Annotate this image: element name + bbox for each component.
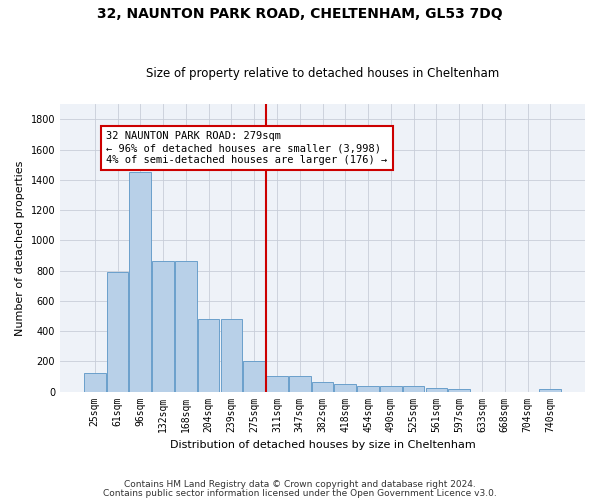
Text: Contains HM Land Registry data © Crown copyright and database right 2024.: Contains HM Land Registry data © Crown c… [124,480,476,489]
Bar [380,386,401,392]
Bar [244,362,265,392]
Bar [130,172,151,392]
Bar [84,374,106,392]
Bar [289,376,311,392]
Text: 32 NAUNTON PARK ROAD: 279sqm
← 96% of detached houses are smaller (3,998)
4% of : 32 NAUNTON PARK ROAD: 279sqm ← 96% of de… [106,132,388,164]
Bar [539,388,561,392]
Bar [448,390,470,392]
Bar [403,386,424,392]
Bar [334,384,356,392]
Bar [198,319,220,392]
Y-axis label: Number of detached properties: Number of detached properties [15,160,25,336]
Bar [175,261,197,392]
Title: Size of property relative to detached houses in Cheltenham: Size of property relative to detached ho… [146,66,499,80]
Bar [107,272,128,392]
Bar [425,388,447,392]
Bar [221,319,242,392]
Bar [357,386,379,392]
X-axis label: Distribution of detached houses by size in Cheltenham: Distribution of detached houses by size … [170,440,475,450]
Bar [312,382,334,392]
Bar [266,376,288,392]
Text: Contains public sector information licensed under the Open Government Licence v3: Contains public sector information licen… [103,488,497,498]
Text: 32, NAUNTON PARK ROAD, CHELTENHAM, GL53 7DQ: 32, NAUNTON PARK ROAD, CHELTENHAM, GL53 … [97,8,503,22]
Bar [152,261,174,392]
